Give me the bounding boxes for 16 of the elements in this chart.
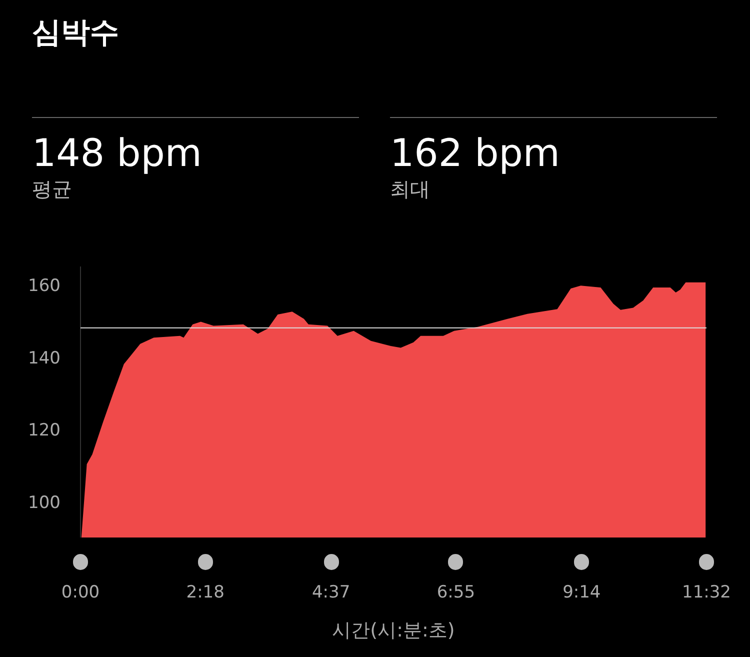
x-tick-label: 6:55 [436, 582, 476, 602]
text: 148 bpm [32, 130, 203, 176]
y-tick-label: 100 [28, 492, 61, 513]
x-tick-label: 0:00 [61, 582, 100, 602]
x-tick-label: 11:32 [682, 582, 732, 602]
x-axis-title: 시간(시:분:초) [332, 620, 455, 642]
y-tick-label: 140 [28, 348, 61, 368]
text: 162 bpm [390, 130, 561, 176]
y-tick-label: 160 [28, 276, 61, 296]
y-tick-label: 120 [28, 420, 61, 441]
x-tick-label: 9:14 [562, 582, 601, 602]
x-tick-label: 4:37 [312, 582, 350, 602]
x-tick-label: 2:18 [186, 582, 224, 602]
text: 최대 [390, 176, 431, 202]
chart-title: 심박수 [32, 14, 119, 51]
text: 평균 [32, 176, 73, 202]
